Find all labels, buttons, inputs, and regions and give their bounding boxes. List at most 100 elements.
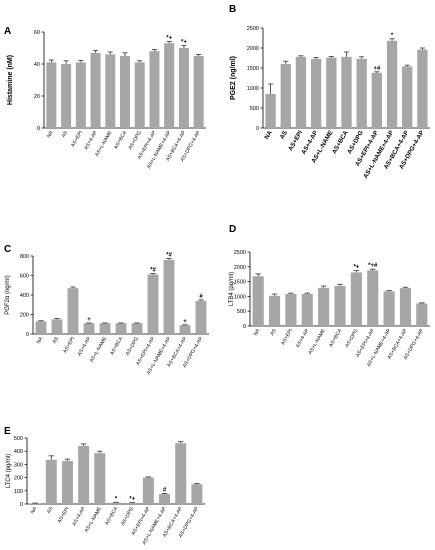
category-label: AS+EPI <box>280 328 294 346</box>
category-label: AS+DPG <box>344 328 359 349</box>
bar <box>268 295 281 326</box>
category-label: AS+EPI <box>62 336 76 354</box>
bar <box>115 323 127 334</box>
category-label: AS+EPI <box>57 506 71 524</box>
y-tick-label: 40 <box>34 62 40 68</box>
category-label: AS+DPG <box>120 506 135 527</box>
bar <box>119 56 131 128</box>
category-label: AS+L-NAME <box>84 505 104 533</box>
y-tick-label: 400 <box>14 449 23 455</box>
significance-marker: # <box>199 294 203 300</box>
y-axis-label: PGE2 (ng/ml) <box>230 56 237 100</box>
y-tick-label: 60 <box>34 30 40 36</box>
bar <box>163 259 175 334</box>
bar <box>326 57 337 128</box>
y-tick-label: 300 <box>14 462 23 468</box>
bar <box>367 270 379 326</box>
bar <box>356 58 367 128</box>
bar <box>416 303 428 326</box>
category-label: NA <box>253 327 262 337</box>
bar <box>61 461 73 504</box>
y-tick-label: 0 <box>26 332 29 338</box>
bar <box>134 62 145 128</box>
y-tick-label: 800 <box>20 254 29 260</box>
bar <box>334 286 346 326</box>
bar <box>126 502 138 504</box>
significance-marker: + <box>183 319 187 325</box>
category-label: AS+BCA <box>104 505 119 526</box>
bar <box>386 40 398 128</box>
bar <box>35 321 47 334</box>
bar <box>417 49 428 128</box>
bar <box>131 323 143 334</box>
y-axis-label: LTC4 (pg/ml) <box>6 454 12 489</box>
category-label: AS+4-AP <box>77 335 93 357</box>
bar <box>310 58 322 128</box>
bar <box>29 503 41 504</box>
y-tick-label: 200 <box>20 313 29 319</box>
bar <box>318 287 330 326</box>
category-label: AS+BCA <box>328 327 343 348</box>
significance-marker: # <box>163 487 167 493</box>
panel-letter: E <box>4 426 11 437</box>
category-label: NA <box>46 129 55 139</box>
bar <box>75 62 86 128</box>
bar <box>142 477 154 504</box>
category-label: AS+DPG <box>125 336 140 357</box>
bar <box>195 300 207 334</box>
y-tick-label: 400 <box>20 293 29 299</box>
y-tick-label: 20 <box>34 94 40 100</box>
y-axis-label: PGF2α (ng/ml) <box>5 275 11 314</box>
category-label: AS <box>52 335 61 344</box>
category-label: AS+L-NAME <box>307 327 327 355</box>
significance-marker: + <box>87 317 91 323</box>
chart-panel-c: C 0 200 400 600 800 PGF2α (ng/ml) NA AS AS+EPI + AS… <box>4 244 209 376</box>
bar <box>399 288 412 326</box>
bar <box>179 325 191 334</box>
significance-marker: *+ <box>181 40 187 46</box>
y-tick-label: 1000 <box>234 294 246 300</box>
y-axis-label: LTB4 (pg/ml) <box>229 272 235 306</box>
category-label: AS <box>279 130 289 141</box>
y-axis-label: Histamine (nM) <box>7 55 14 105</box>
y-tick-label: 500 <box>250 106 259 112</box>
bar <box>61 64 72 128</box>
bar <box>110 502 122 504</box>
y-tick-label: 2000 <box>234 265 246 271</box>
bar <box>105 54 116 128</box>
significance-marker: *+# <box>368 263 378 269</box>
bar <box>45 459 57 504</box>
panel-letter: B <box>229 4 236 15</box>
y-tick-label: 2000 <box>247 46 259 52</box>
bar <box>383 291 395 326</box>
y-tick-label: 500 <box>14 436 23 442</box>
bar <box>46 62 57 128</box>
bar <box>341 56 352 128</box>
bar <box>175 443 187 504</box>
bar <box>159 494 171 504</box>
y-tick-label: 0 <box>20 502 23 508</box>
y-tick-label: 2500 <box>234 250 246 256</box>
chart-panel-a: A 0 20 40 60 Histamine (nM) NA AS AS+EPI AS+4-AP A… <box>4 26 206 170</box>
panel-letter: C <box>4 244 11 255</box>
bar <box>178 48 189 128</box>
bar <box>252 276 264 326</box>
significance-marker: *# <box>150 268 156 274</box>
bar <box>90 52 101 128</box>
category-label: NA <box>36 335 45 345</box>
y-tick-label: 0 <box>37 126 40 132</box>
category-label: AS <box>269 327 278 336</box>
bar <box>78 445 90 504</box>
y-tick-label: 200 <box>14 476 23 482</box>
y-tick-label: 1500 <box>234 280 246 286</box>
bar <box>191 484 203 504</box>
category-label: NA <box>30 505 39 515</box>
y-tick-label: 2500 <box>247 26 259 32</box>
y-tick-label: 0 <box>256 126 259 132</box>
category-label: AS+EPI <box>70 130 84 148</box>
bar <box>83 323 95 334</box>
category-label: NA <box>263 129 274 141</box>
